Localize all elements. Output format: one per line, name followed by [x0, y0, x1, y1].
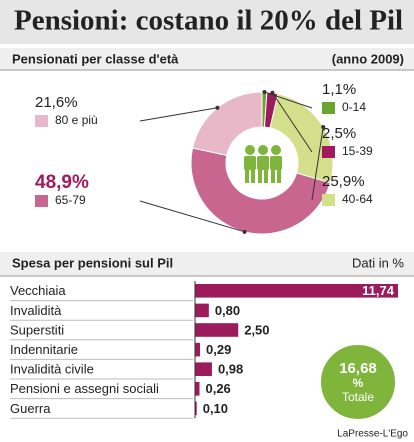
legend-swatch: [322, 102, 335, 114]
category-label: Invalidità: [10, 303, 62, 318]
leader-dot: [262, 90, 267, 95]
title-band: [0, 0, 414, 44]
section-band: [0, 252, 414, 276]
bar: [195, 382, 200, 396]
total-caption: Totale: [342, 390, 374, 404]
bar: [195, 342, 201, 357]
legend-swatch: [322, 146, 335, 158]
legend-swatch: [35, 195, 48, 207]
bar: [195, 323, 239, 337]
value-label: 2,50: [244, 322, 269, 337]
value-label: 21,6%: [35, 94, 78, 111]
page-title: Pensioni: costano il 20% del Pil: [14, 5, 403, 37]
category-label: Pensioni e assegni sociali: [10, 381, 159, 396]
bar: [195, 284, 398, 298]
leader-line: [139, 200, 245, 233]
value-label: 0,26: [205, 381, 230, 396]
value-label: 0,10: [203, 401, 228, 416]
value-label: 0,80: [215, 303, 240, 318]
bar: [195, 401, 197, 416]
pie-subtitle: (anno 2009): [332, 51, 404, 66]
legend-label: 40-64: [342, 192, 373, 206]
value-label: 0,98: [218, 362, 243, 377]
value-label: 11,74: [362, 283, 395, 298]
leader-dot: [242, 229, 247, 234]
legend-label: 80 e più: [55, 113, 98, 127]
pie-slice: [269, 93, 334, 184]
credit: LaPresse-L'Ego: [337, 429, 408, 440]
bar-subtitle: Dati in %: [352, 255, 404, 270]
category-label: Indennitarie: [10, 342, 78, 357]
legend-label: 65-79: [55, 193, 86, 207]
legend-label: 15-39: [342, 144, 373, 158]
leader-line: [139, 107, 218, 122]
leader-dot: [321, 125, 326, 130]
bar-chart: Vecchiaia 11,74 Invalidità 0,80 Superstiti 2,…: [10, 281, 398, 419]
category-label: Guerra: [10, 401, 51, 416]
pie-chart: 1,1% 0-14 2,5% 15-39 25,9% 40-64 48,9%65-79 21,…: [35, 81, 373, 235]
legend-swatch: [35, 115, 48, 127]
value-label: 25,9%: [322, 173, 365, 190]
value-label: 1,1%: [322, 81, 356, 98]
legend-label: 0-14: [342, 100, 366, 114]
category-label: Vecchiaia: [10, 283, 66, 298]
pie-slice: [190, 147, 331, 235]
pie-slice: [192, 91, 263, 156]
total-unit: %: [353, 376, 364, 390]
bar-title: Spesa per pensioni sul Pil: [12, 255, 173, 270]
leader-dot: [270, 90, 275, 95]
bar: [195, 303, 209, 318]
category-label: Invalidità civile: [10, 362, 94, 377]
section-band: [0, 48, 414, 70]
value-label: 48,9%: [35, 172, 89, 193]
value-label: 2,5%: [322, 125, 356, 142]
value-label: 0,29: [206, 342, 231, 357]
leader-dot: [215, 105, 220, 110]
pie-title: Pensionati per classe d'età: [12, 51, 179, 66]
total-badge: [319, 343, 397, 421]
leader-line: [311, 126, 324, 201]
people-icon: [244, 145, 282, 183]
legend-swatch: [322, 194, 335, 206]
leader-line: [272, 92, 313, 153]
bar: [195, 362, 212, 376]
category-label: Superstiti: [10, 322, 64, 337]
total-value: 16,68: [339, 360, 377, 377]
